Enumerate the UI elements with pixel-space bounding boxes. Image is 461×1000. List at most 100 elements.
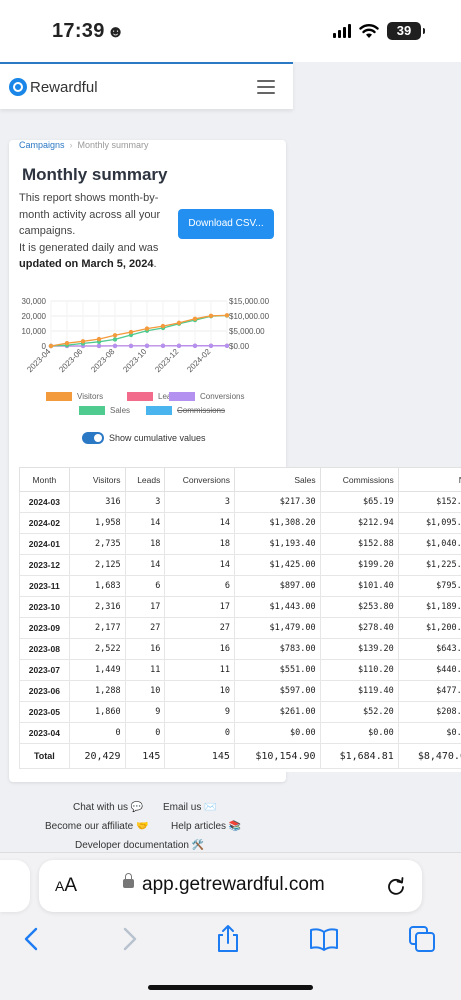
series-line-visitors xyxy=(50,314,228,347)
table-cell: $139.20 xyxy=(319,638,399,660)
rewardful-logo-icon[interactable] xyxy=(9,78,27,96)
series-point-visitors xyxy=(112,333,118,338)
reload-icon[interactable] xyxy=(386,876,406,896)
app-logo-text[interactable]: Rewardful xyxy=(30,79,98,96)
series-point-conversions xyxy=(96,343,102,349)
table-cell: 2,125 xyxy=(68,554,126,576)
table-cell: 27 xyxy=(124,617,166,639)
table-cell: 27 xyxy=(164,617,235,639)
y-right-tick-label: $15,000.00 xyxy=(229,297,270,306)
table-total-row: Total 20,429 145 145 $10,154.90 $1,684.81 $8,4… xyxy=(19,743,461,769)
table-cell: 14 xyxy=(124,512,166,534)
description-line-1: This report shows month-by-month activit… xyxy=(19,192,161,237)
reader-aa-button[interactable]: AA xyxy=(55,875,78,896)
breadcrumb-campaigns-link[interactable]: Campaigns xyxy=(19,140,65,150)
download-csv-button[interactable]: Download CSV... xyxy=(178,209,274,239)
url-text[interactable]: app.getrewardful.com xyxy=(142,874,325,895)
y-left-tick-label: 10,000 xyxy=(22,327,47,336)
developer-docs-link[interactable]: Developer documentation 🛠️ xyxy=(75,840,205,851)
column-header-commissions: Commissions xyxy=(319,467,399,492)
chat-with-us-link[interactable]: Chat with us 💬 xyxy=(73,802,144,813)
status-time: 17:39 ☻ xyxy=(52,20,125,42)
app-header: Rewardful xyxy=(0,62,293,109)
forward-icon[interactable] xyxy=(114,924,144,954)
legend-item-leads[interactable]: Leads xyxy=(127,392,180,401)
table-header-row: Month Visitors Leads Conversions Sales Commis… xyxy=(19,467,461,492)
cumulative-toggle-label[interactable]: Show cumulative values xyxy=(109,433,206,443)
table-cell: 11 xyxy=(164,659,235,681)
table-cell: 2,522 xyxy=(68,638,126,660)
table-row: 2024-012,7351818$1,193.40$152.88$1,040.5… xyxy=(19,533,461,555)
page-title: Monthly summary xyxy=(22,165,168,184)
legend-item-commissions[interactable]: Commissions xyxy=(146,406,225,415)
table-cell: 2023-08 xyxy=(19,638,70,660)
breadcrumb: Campaigns › Monthly summary xyxy=(19,140,149,150)
column-header-sales: Sales xyxy=(233,467,321,492)
table-cell: $795.60 xyxy=(397,575,461,597)
x-tick-label: 2023-10 xyxy=(121,347,149,375)
column-header-month: Month xyxy=(19,467,70,492)
previous-tab-address-bar[interactable] xyxy=(0,860,30,912)
table-cell: 2,177 xyxy=(68,617,126,639)
legend-item-sales[interactable]: Sales xyxy=(79,406,130,415)
description-line-2-prefix: It is generated daily and was xyxy=(19,241,159,254)
wifi-icon xyxy=(359,24,379,38)
series-point-visitors xyxy=(96,336,102,342)
table-cell: 17 xyxy=(164,596,235,618)
y-right-tick-label: $5,000.00 xyxy=(229,327,265,336)
table-cell: $212.94 xyxy=(319,512,399,534)
series-line-sales xyxy=(50,314,228,347)
become-affiliate-link[interactable]: Become our affiliate 🤝 xyxy=(45,821,149,832)
table-cell: 2023-07 xyxy=(19,659,70,681)
legend-item-visitors[interactable]: Visitors xyxy=(46,392,103,401)
table-cell: 18 xyxy=(164,533,235,555)
table-cell: $101.40 xyxy=(319,575,399,597)
lock-icon xyxy=(123,873,134,888)
table-row: 2023-092,1772727$1,479.00$278.40$1,200.6… xyxy=(19,617,461,639)
series-point-conversions xyxy=(112,343,118,349)
bookmarks-icon[interactable] xyxy=(309,924,339,954)
status-bar: 17:39 ☻ 39 xyxy=(0,0,461,62)
x-tick-label: 2023-12 xyxy=(153,347,181,375)
series-point-conversions xyxy=(192,343,198,349)
email-us-link[interactable]: Email us ✉️ xyxy=(163,802,217,813)
battery-indicator: 39 xyxy=(387,22,425,40)
address-bar[interactable]: AA app.getrewardful.com xyxy=(39,860,422,912)
table-cell: $253.80 xyxy=(319,596,399,618)
tabs-icon[interactable] xyxy=(407,924,437,954)
series-point-visitors xyxy=(192,316,198,321)
hamburger-menu-icon[interactable] xyxy=(257,80,275,94)
table-cell: $199.20 xyxy=(319,554,399,576)
table-cell: 2024-01 xyxy=(19,533,70,555)
table-cell: 3 xyxy=(124,491,166,513)
safari-bottom-toolbar xyxy=(0,920,461,960)
table-cell: 2024-02 xyxy=(19,512,70,534)
share-icon[interactable] xyxy=(213,924,243,954)
table-cell: $278.40 xyxy=(319,617,399,639)
series-point-visitors xyxy=(224,313,230,318)
table-cell: 11 xyxy=(124,659,166,681)
series-point-conversions xyxy=(176,343,182,349)
legend-label: Sales xyxy=(110,406,131,415)
back-icon[interactable] xyxy=(17,924,47,954)
series-point-sales xyxy=(112,337,118,342)
cumulative-toggle-switch[interactable] xyxy=(82,432,104,444)
table-cell: $597.00 xyxy=(233,680,321,702)
table-cell: 2023-11 xyxy=(19,575,70,597)
table-cell: 16 xyxy=(164,638,235,660)
help-articles-link[interactable]: Help articles 📚 xyxy=(171,821,242,832)
table-cell: Total xyxy=(19,743,70,769)
series-point-visitors xyxy=(80,339,86,344)
column-header-visitors: Visitors xyxy=(68,467,126,492)
table-cell: 2023-05 xyxy=(19,701,70,723)
summary-table-wrapper[interactable]: Month Visitors Leads Conversions Sales Commis… xyxy=(19,467,461,772)
legend-swatch xyxy=(146,406,172,415)
legend-item-conversions[interactable]: Conversions xyxy=(169,392,244,401)
table-cell: 316 xyxy=(68,491,126,513)
cumulative-toggle-row[interactable]: Show cumulative values xyxy=(82,432,206,444)
table-cell: 1,958 xyxy=(68,512,126,534)
